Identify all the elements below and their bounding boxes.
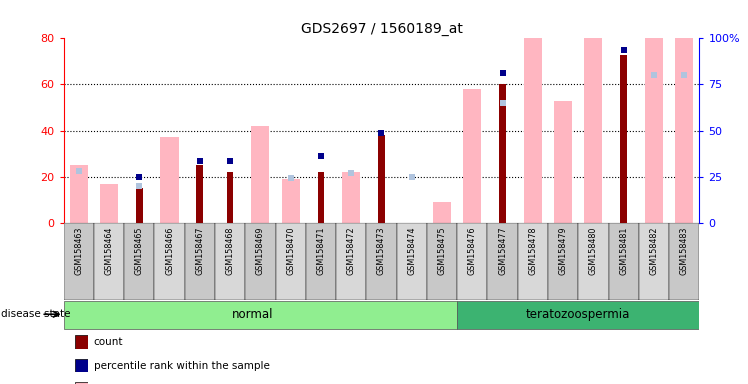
Bar: [281, 179, 300, 223]
Text: GSM158475: GSM158475: [438, 227, 447, 275]
Text: GSM158473: GSM158473: [377, 227, 386, 275]
Bar: [524, 27, 542, 223]
Bar: [185, 223, 215, 300]
Bar: [64, 301, 457, 329]
Bar: [227, 172, 233, 223]
Text: GSM158469: GSM158469: [256, 227, 265, 275]
Text: GSM158471: GSM158471: [316, 227, 325, 275]
Bar: [620, 55, 627, 223]
Bar: [215, 223, 245, 300]
Bar: [609, 223, 639, 300]
Text: percentile rank within the sample: percentile rank within the sample: [94, 361, 269, 371]
Bar: [548, 223, 578, 300]
Bar: [645, 38, 663, 223]
Bar: [161, 137, 179, 223]
Bar: [499, 84, 506, 223]
Bar: [367, 223, 396, 300]
Text: GSM158463: GSM158463: [74, 227, 83, 275]
Text: GSM158472: GSM158472: [347, 227, 356, 275]
Text: GSM158480: GSM158480: [589, 227, 598, 275]
Text: GSM158477: GSM158477: [498, 227, 507, 275]
Bar: [318, 172, 324, 223]
Bar: [70, 165, 88, 223]
Bar: [336, 223, 367, 300]
Bar: [100, 184, 118, 223]
Text: GSM158464: GSM158464: [105, 227, 114, 275]
Bar: [245, 223, 275, 300]
Bar: [669, 223, 699, 300]
Bar: [251, 126, 269, 223]
Text: GSM158466: GSM158466: [165, 227, 174, 275]
Bar: [64, 223, 94, 300]
Bar: [124, 223, 154, 300]
Text: GSM158470: GSM158470: [286, 227, 295, 275]
Title: GDS2697 / 1560189_at: GDS2697 / 1560189_at: [301, 22, 462, 36]
Text: GSM158481: GSM158481: [619, 227, 628, 275]
Bar: [433, 202, 451, 223]
Bar: [427, 223, 457, 300]
Text: GSM158483: GSM158483: [680, 227, 689, 275]
Text: GSM158468: GSM158468: [226, 227, 235, 275]
Bar: [584, 31, 602, 223]
Bar: [378, 135, 384, 223]
Text: GSM158474: GSM158474: [407, 227, 416, 275]
Bar: [518, 223, 548, 300]
Text: GSM158465: GSM158465: [135, 227, 144, 275]
Bar: [463, 89, 482, 223]
Text: GSM158482: GSM158482: [649, 227, 658, 275]
Text: disease state: disease state: [1, 309, 70, 319]
Text: GSM158478: GSM158478: [528, 227, 537, 275]
Bar: [396, 223, 427, 300]
Bar: [342, 172, 361, 223]
Bar: [639, 223, 669, 300]
Bar: [275, 223, 306, 300]
Bar: [675, 38, 693, 223]
Text: teratozoospermia: teratozoospermia: [526, 308, 631, 321]
Bar: [578, 223, 609, 300]
Text: normal: normal: [232, 308, 274, 321]
Bar: [488, 223, 518, 300]
Text: GSM158479: GSM158479: [559, 227, 568, 275]
Text: GSM158476: GSM158476: [468, 227, 476, 275]
Text: count: count: [94, 337, 123, 347]
Bar: [457, 223, 488, 300]
Bar: [457, 301, 699, 329]
Bar: [94, 223, 124, 300]
Bar: [554, 101, 572, 223]
Bar: [154, 223, 185, 300]
Bar: [136, 188, 143, 223]
Bar: [197, 165, 203, 223]
Text: GSM158467: GSM158467: [195, 227, 204, 275]
Bar: [306, 223, 336, 300]
